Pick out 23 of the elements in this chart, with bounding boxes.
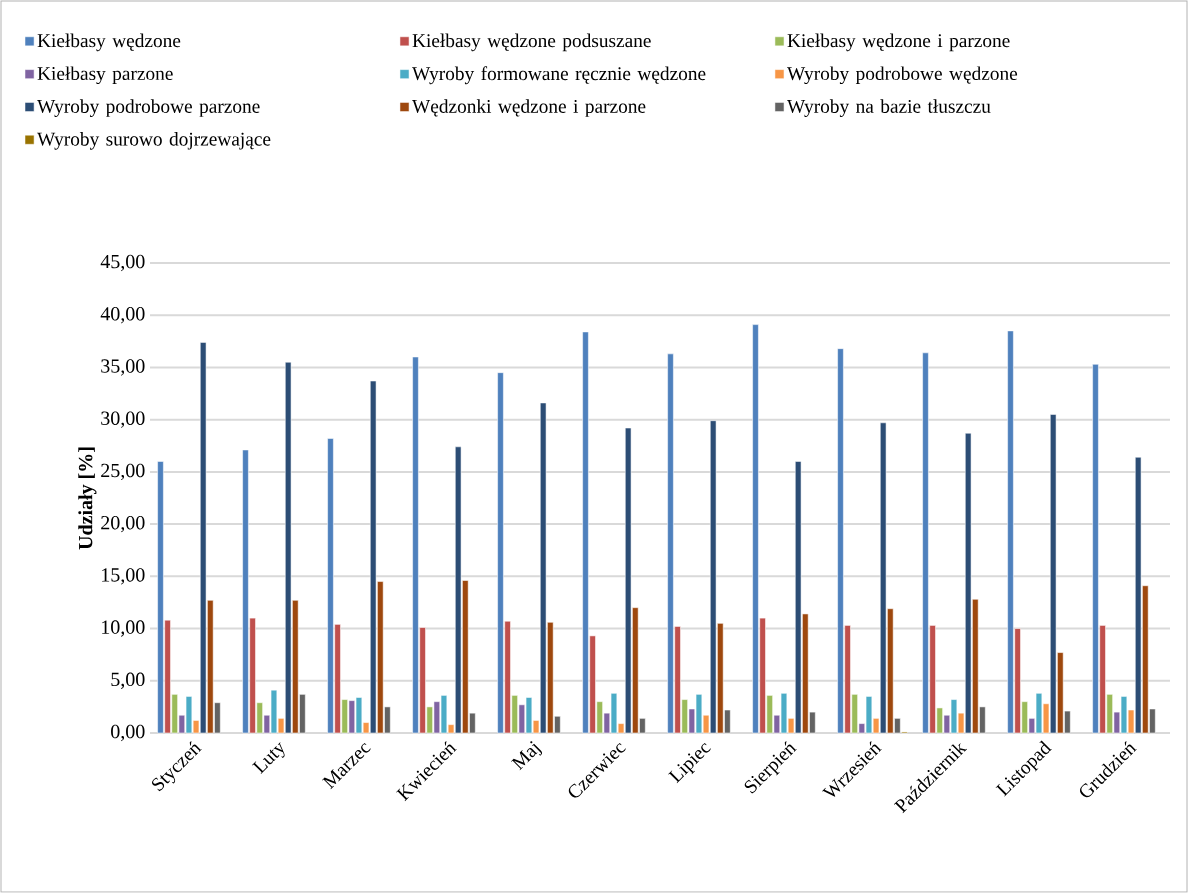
- legend-label: Wyroby formowane ręcznie wędzone: [412, 66, 706, 85]
- y-tick-label: 35,00: [101, 359, 145, 376]
- legend-label: Kiełbasy parzone: [37, 66, 173, 85]
- legend-label: Kiełbasy wędzone i parzone: [787, 33, 1010, 52]
- y-tick-label: 20,00: [101, 515, 145, 533]
- legend-label: Wędzonki wędzone i parzone: [412, 99, 646, 117]
- legend-label: Wyroby podrobowe wędzone: [787, 66, 1018, 85]
- y-tick-label: 30,00: [101, 411, 145, 428]
- y-tick-label: 40,00: [100, 307, 145, 324]
- legend-label: Kiełbasy wędzone: [37, 33, 181, 52]
- y-axis-title: Udziały [%]: [78, 447, 97, 550]
- y-tick-label: 0,00: [111, 724, 145, 742]
- y-tick-label: 15,00: [102, 568, 145, 585]
- y-tick-label: 45,00: [100, 254, 145, 272]
- legend-label: Wyroby surowo dojrzewające: [37, 132, 271, 150]
- legend-label: Wyroby na bazie tłuszczu: [787, 99, 991, 117]
- x-tick-label: Maj: [510, 741, 543, 771]
- legend-label: Wyroby podrobowe parzone: [37, 99, 260, 117]
- y-tick-label: 5,00: [111, 672, 145, 689]
- y-tick-label: 10,00: [102, 620, 145, 637]
- x-tick-label: Luty: [252, 742, 285, 775]
- y-tick-label: 25,00: [101, 463, 145, 481]
- legend-label: Kiełbasy wędzone podsuszane: [412, 33, 651, 52]
